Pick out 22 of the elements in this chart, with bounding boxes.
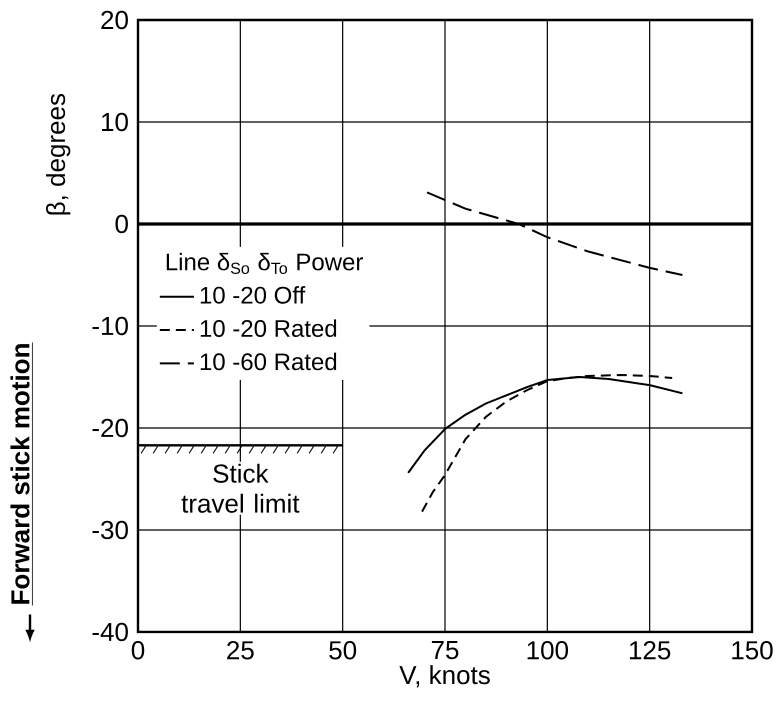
- y-tick-label: -30: [92, 520, 128, 540]
- y-tick-label: 0: [115, 214, 128, 234]
- legend-label: 10 -20 Rated: [200, 319, 336, 337]
- x-tick-label: 50: [329, 641, 356, 660]
- y-tick-label: -40: [92, 622, 128, 642]
- legend-label: 10 -20 Off: [200, 286, 306, 304]
- series-label: Stick travel limit: [182, 464, 300, 513]
- x-tick-label: 25: [227, 641, 254, 660]
- x-tick-label: 125: [630, 641, 670, 660]
- x-axis-title: V, knots: [399, 665, 490, 688]
- text: Forward stick motion: [10, 344, 30, 604]
- legend-title: Line δ$_{So}$ δ$_{To}$ Power: [166, 252, 363, 274]
- x-tick-label: 0: [132, 641, 144, 660]
- y-tick-label: -20: [92, 418, 128, 438]
- legend-label: 10 -60 Rated: [200, 352, 336, 370]
- x-tick-label: 75: [432, 641, 458, 660]
- y-axis-title: β, degrees: [46, 94, 70, 215]
- y-tick-label: 10: [102, 112, 128, 132]
- x-tick-label: 100: [528, 641, 568, 660]
- y-tick-label: 20: [101, 10, 128, 30]
- x-tick-label: 150: [732, 641, 773, 660]
- y-tick-label: -10: [92, 316, 128, 336]
